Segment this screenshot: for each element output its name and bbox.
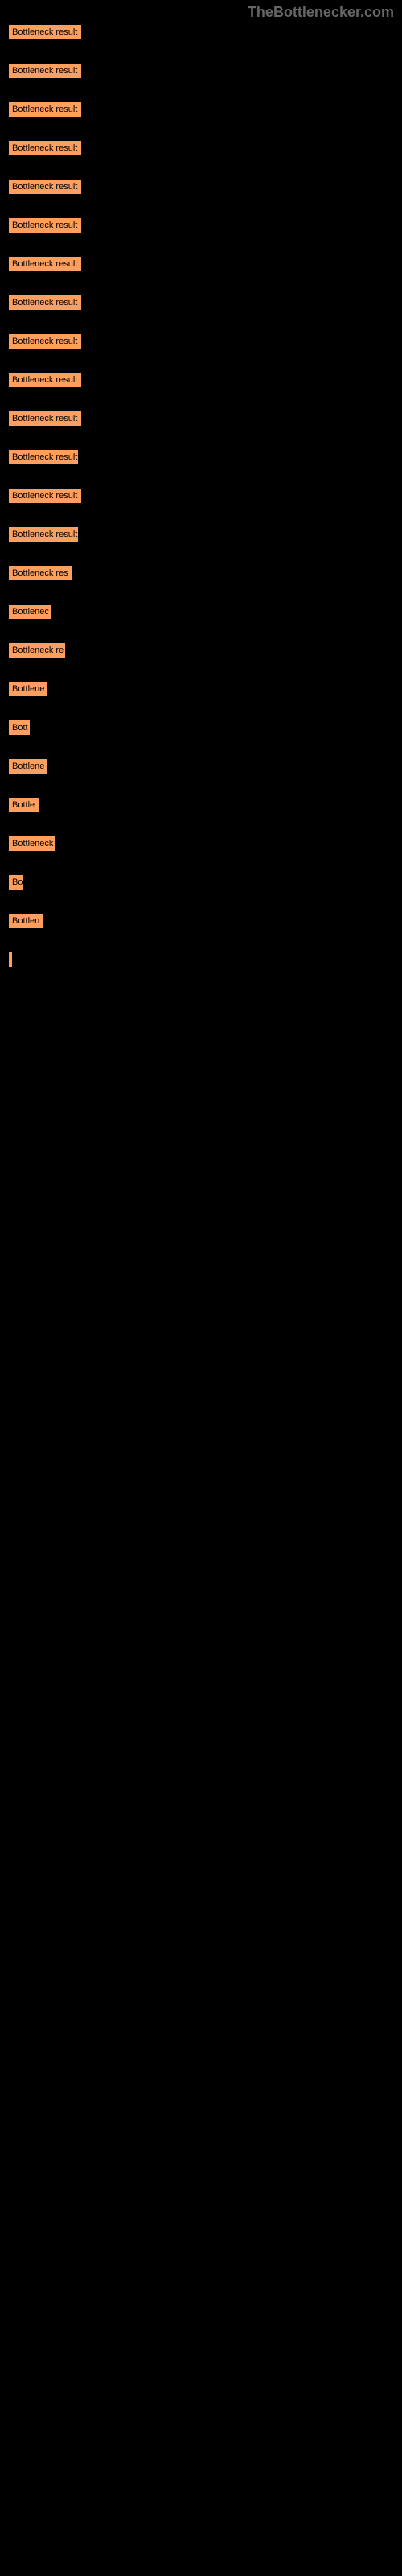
bar: Bottleneck re: [8, 642, 66, 658]
bar: Bottleneck result: [8, 101, 82, 118]
bar: Bottleneck result: [8, 140, 82, 156]
bar-row: Bottlene: [8, 758, 394, 774]
bar-row: Bottle: [8, 797, 394, 813]
bar: [8, 952, 13, 968]
bar: Bottleneck result: [8, 411, 82, 427]
bar-row: Bottleneck result: [8, 101, 394, 118]
bar: Bottlen: [8, 913, 44, 929]
bar: Bottlene: [8, 758, 48, 774]
bar-row: Bottlene: [8, 681, 394, 697]
bar-row: Bottleneck result: [8, 295, 394, 311]
bar: Bottleneck result: [8, 488, 82, 504]
bar-row: Bottleneck result: [8, 140, 394, 156]
watermark-text: TheBottlenecker.com: [248, 4, 394, 21]
chart-container: Bottleneck result Bottleneck result Bottle…: [0, 0, 402, 1006]
bar-row: Bottleneck result: [8, 372, 394, 388]
bar-row: Bottlenec: [8, 604, 394, 620]
bar-row: Bottleneck result: [8, 24, 394, 40]
bar: Bottleneck: [8, 836, 56, 852]
bar: Bottleneck result: [8, 526, 79, 543]
bar-row: Bottleneck result: [8, 256, 394, 272]
bar-row: Bottleneck: [8, 836, 394, 852]
bar-row: Bottleneck result: [8, 411, 394, 427]
bar: Bottlene: [8, 681, 48, 697]
bar-row: Bo: [8, 874, 394, 890]
bar: Bottleneck result: [8, 24, 82, 40]
bar: Bottle: [8, 797, 40, 813]
bar-row: Bottleneck result: [8, 179, 394, 195]
bar-row: Bottleneck result: [8, 526, 394, 543]
bar-row: [8, 952, 394, 968]
bar: Bottleneck result: [8, 63, 82, 79]
bar-row: Bottleneck result: [8, 217, 394, 233]
bar: Bottleneck result: [8, 449, 79, 465]
bar-row: Bottleneck result: [8, 63, 394, 79]
bar-row: Bottleneck re: [8, 642, 394, 658]
bar: Bottleneck result: [8, 256, 82, 272]
bar-row: Bottleneck res: [8, 565, 394, 581]
bar: Bottleneck result: [8, 295, 82, 311]
bar-row: Bottleneck result: [8, 449, 394, 465]
bar: Bottleneck res: [8, 565, 72, 581]
bar: Bottleneck result: [8, 217, 82, 233]
bar: Bottleneck result: [8, 179, 82, 195]
bar-row: Bott: [8, 720, 394, 736]
bar: Bo: [8, 874, 24, 890]
bar: Bottleneck result: [8, 333, 82, 349]
bar-row: Bottleneck result: [8, 488, 394, 504]
bar-row: Bottleneck result: [8, 333, 394, 349]
bar: Bottleneck result: [8, 372, 82, 388]
bar-row: Bottlen: [8, 913, 394, 929]
bar: Bottlenec: [8, 604, 52, 620]
bar: Bott: [8, 720, 31, 736]
